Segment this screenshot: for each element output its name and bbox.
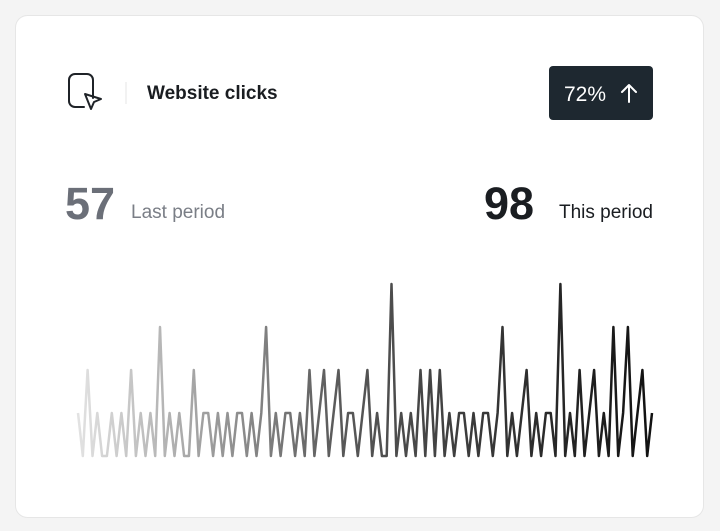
last-value: 57 xyxy=(65,178,115,229)
click-line xyxy=(76,282,654,458)
card xyxy=(15,15,704,518)
current-label: This period xyxy=(559,202,653,223)
title: Website clicks xyxy=(147,83,278,104)
up-arrow xyxy=(621,84,637,103)
change-badge[interactable] xyxy=(549,66,653,120)
last-label: Last period xyxy=(131,202,225,223)
cursor-icon xyxy=(68,73,102,110)
current-value: 98 xyxy=(484,178,534,229)
badge-text: 72% xyxy=(564,83,606,106)
